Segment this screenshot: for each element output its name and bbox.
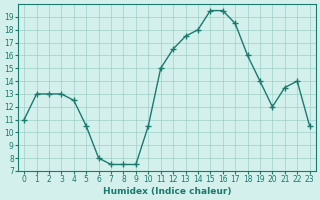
X-axis label: Humidex (Indice chaleur): Humidex (Indice chaleur) (103, 187, 231, 196)
